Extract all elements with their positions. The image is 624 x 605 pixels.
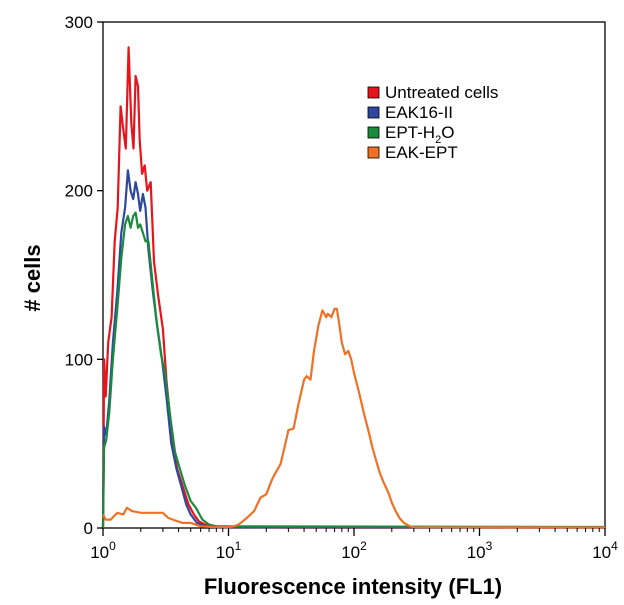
x-tick-label-3: 103 — [467, 539, 493, 562]
x-axis-title: Fluorescence intensity (FL1) — [204, 574, 502, 599]
legend-swatch-1 — [367, 106, 380, 119]
plot-frame — [102, 21, 606, 529]
legend-label-0: Untreated cells — [385, 83, 498, 102]
series-layer — [101, 46, 606, 529]
series-line-3 — [102, 307, 606, 529]
y-tick-label-0: 0 — [84, 519, 93, 538]
x-tick-label-2: 102 — [341, 539, 367, 562]
legend-swatch-0 — [367, 86, 380, 99]
x-tick-label-0: 100 — [90, 539, 116, 562]
legend-label-3: EAK-EPT — [385, 143, 458, 162]
series-line-1 — [101, 169, 606, 529]
y-tick-label-2: 200 — [65, 182, 93, 201]
legend-label-2: EPT-H2O — [385, 123, 454, 146]
x-tick-label-1: 101 — [216, 539, 242, 562]
series-line-2 — [101, 211, 606, 529]
y-axis-title: # cells — [20, 244, 45, 311]
y-tick-label-1: 100 — [65, 350, 93, 369]
y-tick-label-3: 300 — [65, 13, 93, 32]
series-line-0 — [101, 46, 605, 529]
legend-label-1: EAK16-II — [385, 103, 453, 122]
x-tick-label-4: 104 — [592, 539, 618, 562]
plot-area — [102, 21, 606, 529]
legend-swatch-2 — [367, 126, 380, 139]
legend-swatch-3 — [367, 146, 380, 159]
